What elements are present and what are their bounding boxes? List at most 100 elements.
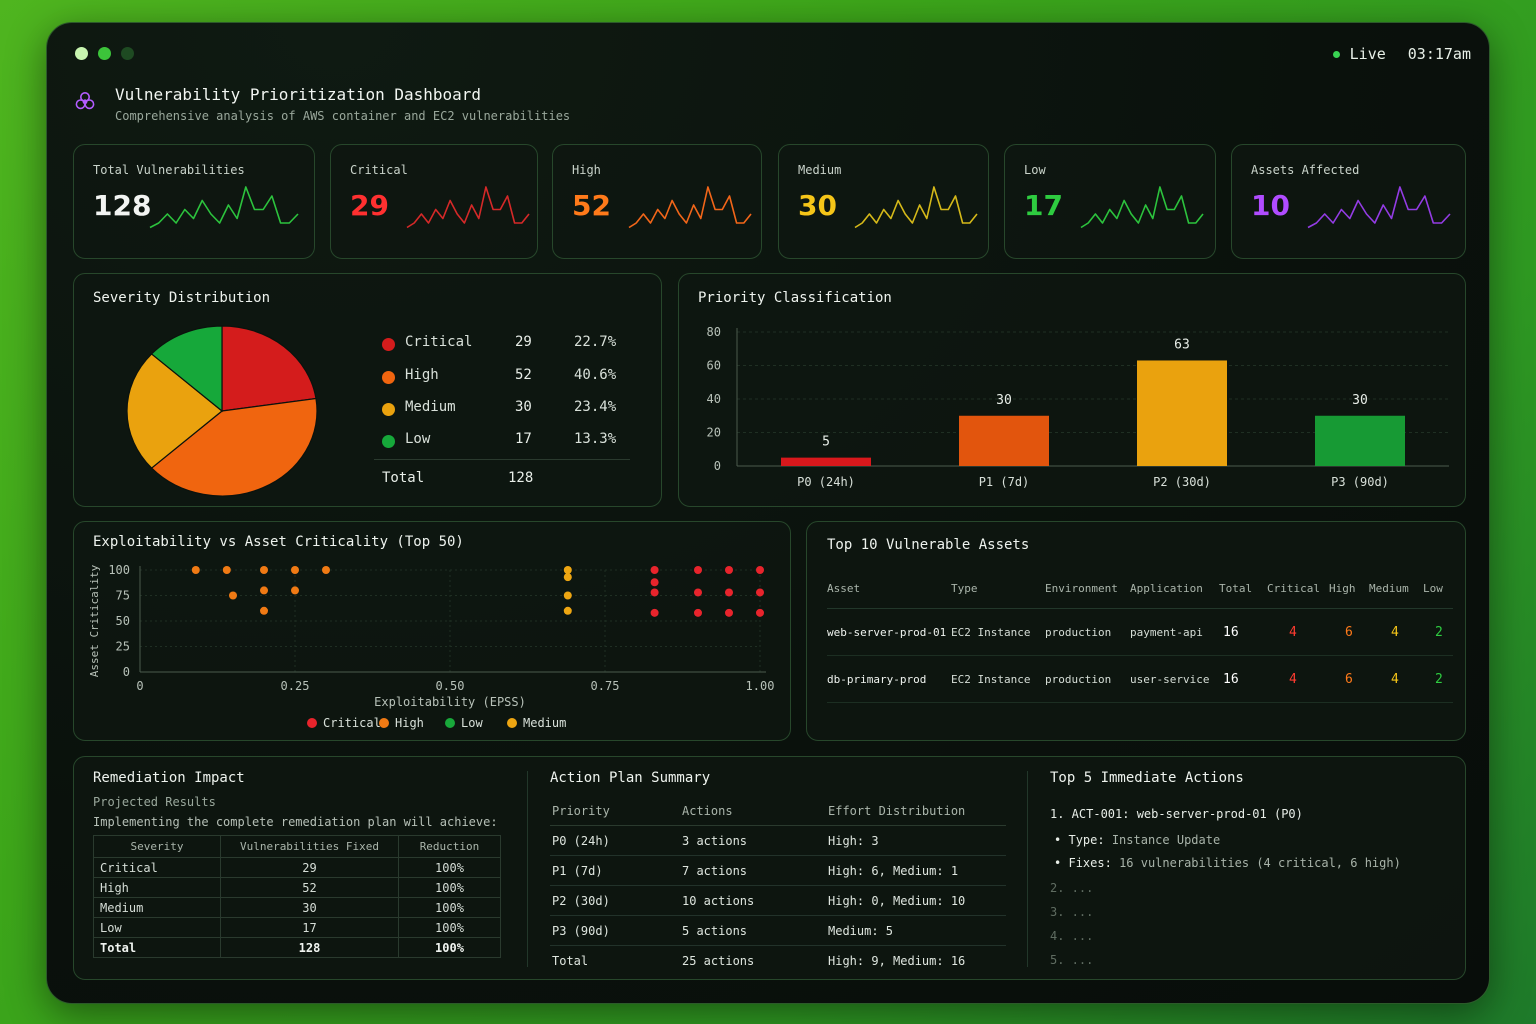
x-tick-label: P1 (7d)	[979, 475, 1030, 489]
kpi-card-low[interactable]: Low 17	[1004, 144, 1216, 259]
col-header[interactable]: Total	[1219, 568, 1267, 609]
legend-row-medium: Medium 30 23.4%	[382, 399, 632, 421]
severity-cell: High	[93, 877, 221, 898]
kpi-label: High	[572, 163, 601, 177]
x-axis-label: Exploitability (EPSS)	[374, 695, 526, 709]
scatter-point-critical	[650, 588, 659, 597]
action-item-4[interactable]: 4. ...	[1050, 929, 1094, 943]
legend-name: Critical	[405, 334, 473, 350]
asset-name: db-primary-prod	[827, 655, 951, 703]
table-row[interactable]: db-primary-prod EC2 Instance production …	[827, 655, 1453, 703]
action-item-3[interactable]: 3. ...	[1050, 905, 1094, 919]
kpi-card-critical[interactable]: Critical 29	[330, 144, 538, 259]
table-row[interactable]: P0 (24h) 3 actions High: 3	[550, 825, 1006, 856]
y-tick-label: 20	[707, 426, 721, 440]
bar-value-label: 5	[822, 435, 830, 450]
maximize-dot[interactable]	[121, 47, 134, 60]
priority-bar-chart: 0 20 40 60 80 5 P0 (24h) 30 P1 (7d) 63 P2 (30d) 30 P…	[707, 325, 1449, 489]
kpi-sparkline	[149, 186, 299, 229]
bar-3	[1315, 415, 1405, 466]
col-header[interactable]: Critical	[1267, 568, 1329, 609]
col-header[interactable]: Low	[1423, 568, 1453, 609]
asset-low: 2	[1423, 608, 1453, 656]
clock: 03:17am	[1407, 45, 1471, 63]
bar-1	[959, 415, 1049, 466]
kpi-value: 52	[572, 189, 611, 222]
asset-critical: 4	[1267, 655, 1329, 703]
asset-medium: 4	[1369, 608, 1423, 656]
col-header[interactable]: Application	[1130, 568, 1219, 609]
live-label: Live	[1349, 45, 1386, 63]
kpi-sparkline	[406, 186, 530, 229]
y-tick-label: 25	[116, 640, 130, 654]
severity-pie-chart	[126, 325, 318, 497]
col-header[interactable]: Asset	[827, 568, 951, 609]
legend-count: 29	[515, 334, 532, 350]
kpi-card-total[interactable]: Total Vulnerabilities 128	[73, 144, 315, 259]
action-item-1[interactable]: 1. ACT-001: web-server-prod-01 (P0)	[1050, 807, 1303, 821]
scatter-point-critical	[650, 608, 659, 617]
legend-label: Critical	[323, 716, 381, 730]
col-header[interactable]: Medium	[1369, 568, 1423, 609]
plan-actions: 5 actions	[682, 915, 828, 946]
col-header[interactable]: Environment	[1045, 568, 1130, 609]
assets-table: Asset Type Environment Application Total…	[827, 568, 1453, 703]
action-item-2[interactable]: 2. ...	[1050, 881, 1094, 895]
fixed-cell: 128	[220, 937, 399, 958]
action-type-line: • Type: Instance Update	[1054, 833, 1220, 847]
legend-row-low: Low 17 13.3%	[382, 431, 632, 453]
col-header[interactable]: High	[1329, 568, 1369, 609]
scatter-point-critical	[756, 608, 764, 617]
plan-priority: P1 (7d)	[550, 855, 682, 886]
scatter-point-critical	[694, 588, 702, 597]
reduction-cell: 100%	[398, 937, 501, 958]
scatter-plot: 0 25 50 75 100 0 0.25 0.50 0.75 1.00 Exploitabilit…	[88, 563, 774, 730]
table-row[interactable]: P3 (90d) 5 actions Medium: 5	[550, 915, 1006, 946]
legend-total-value: 128	[508, 470, 534, 486]
plan-effort: High: 6, Medium: 1	[828, 855, 1006, 886]
kpi-sparkline	[628, 186, 752, 229]
table-row[interactable]: Total 25 actions High: 9, Medium: 16	[550, 946, 1006, 976]
sparkline-series	[406, 186, 530, 229]
col-header: Reduction	[398, 835, 501, 858]
kpi-value: 17	[1024, 189, 1063, 222]
action-item-5[interactable]: 5. ...	[1050, 953, 1094, 967]
legend-row-high: High 52 40.6%	[382, 367, 632, 389]
asset-environment: production	[1045, 655, 1130, 703]
legend-percent: 23.4%	[574, 399, 617, 415]
bar-0	[781, 457, 871, 466]
low-swatch	[382, 435, 395, 448]
sparkline-series	[628, 186, 752, 229]
action-plan-table: Priority Actions Effort Distribution P0 …	[550, 797, 1006, 975]
kpi-card-assets[interactable]: Assets Affected 10	[1231, 144, 1466, 259]
remediation-table: Severity Vulnerabilities Fixed Reduction…	[93, 835, 501, 958]
panel-title: Severity Distribution	[93, 290, 271, 306]
plan-priority: P2 (30d)	[550, 885, 682, 916]
page-subtitle: Comprehensive analysis of AWS container …	[115, 109, 571, 123]
action-fixes-value: 16 vulnerabilities (4 critical, 6 high)	[1119, 856, 1401, 870]
kpi-card-medium[interactable]: Medium 30	[778, 144, 989, 259]
col-header[interactable]: Type	[951, 568, 1045, 609]
legend-count: 52	[515, 367, 532, 383]
live-indicator-icon	[1332, 50, 1340, 58]
legend-label: High	[395, 716, 424, 730]
reduction-cell: 100%	[398, 877, 501, 898]
col-header: Priority	[550, 797, 682, 826]
table-row: Medium 30 100%	[93, 897, 501, 918]
close-dot[interactable]	[75, 47, 88, 60]
panel-title: Action Plan Summary	[550, 770, 711, 786]
scatter-point-critical	[756, 566, 764, 574]
panel-title: Top 5 Immediate Actions	[1050, 770, 1244, 786]
kpi-card-high[interactable]: High 52	[552, 144, 762, 259]
table-row[interactable]: P1 (7d) 7 actions High: 6, Medium: 1	[550, 855, 1006, 886]
table-row[interactable]: web-server-prod-01 EC2 Instance producti…	[827, 608, 1453, 656]
legend-count: 17	[515, 431, 532, 447]
asset-total: 16	[1219, 608, 1267, 656]
dashboard-window: Live 03:17am Vulnerability Prioritizatio…	[46, 22, 1490, 1004]
asset-type: EC2 Instance	[951, 655, 1045, 703]
plan-header-row: Priority Actions Effort Distribution	[550, 797, 1006, 826]
plan-actions: 10 actions	[682, 885, 828, 916]
table-row[interactable]: P2 (30d) 10 actions High: 0, Medium: 10	[550, 885, 1006, 916]
minimize-dot[interactable]	[98, 47, 111, 60]
legend-marker-critical	[307, 718, 317, 728]
